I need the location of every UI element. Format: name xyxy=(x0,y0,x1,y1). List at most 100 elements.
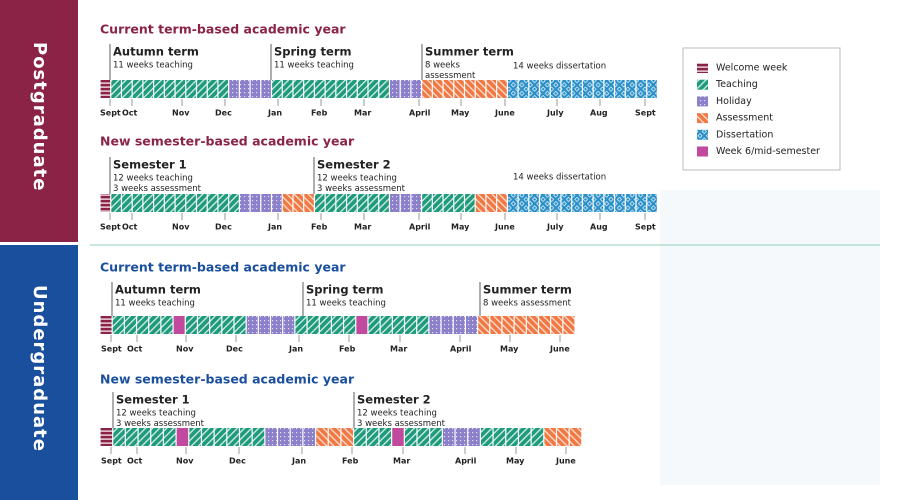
legend-swatch xyxy=(697,129,708,140)
week-block xyxy=(164,428,176,446)
week-block xyxy=(176,428,189,446)
week-block xyxy=(636,80,647,98)
week-block xyxy=(514,316,526,334)
week-block xyxy=(282,194,293,212)
undergraduate-band xyxy=(0,245,78,500)
week-block xyxy=(332,316,343,334)
week-block xyxy=(278,428,290,446)
week-block xyxy=(304,80,314,98)
week-block xyxy=(137,316,149,334)
week-block xyxy=(593,194,604,212)
week-block xyxy=(250,194,261,212)
week-block xyxy=(357,194,368,212)
term-detail: 12 weeks teaching xyxy=(357,409,437,419)
month-label: Mar xyxy=(390,345,407,354)
week-block xyxy=(390,80,400,98)
week-block xyxy=(561,194,572,212)
week-block xyxy=(185,316,197,334)
postgraduate-band xyxy=(0,0,78,242)
week-block xyxy=(529,194,539,212)
month-label: Dec xyxy=(215,223,232,232)
term-detail: 11 weeks teaching xyxy=(113,61,193,71)
legend-swatch xyxy=(697,63,708,73)
week-block xyxy=(417,428,430,446)
term-name: Autumn term xyxy=(113,45,199,59)
week-block xyxy=(240,428,252,446)
week-block xyxy=(441,316,453,334)
week-block xyxy=(325,194,336,212)
week-block xyxy=(111,80,121,98)
section-label: Undergraduate xyxy=(29,285,50,452)
week-block xyxy=(583,80,593,98)
term-detail: 8 weeks xyxy=(425,61,460,71)
week-block xyxy=(563,316,575,334)
week-block xyxy=(100,194,111,212)
month-label: May xyxy=(451,109,470,118)
week-block xyxy=(379,428,392,446)
term-name: Spring term xyxy=(274,45,352,59)
month-label: May xyxy=(451,223,470,232)
week-block xyxy=(392,428,404,446)
week-block xyxy=(197,80,207,98)
week-block xyxy=(497,194,507,212)
week-block xyxy=(295,316,307,334)
month-label: Nov xyxy=(172,109,190,118)
week-block xyxy=(214,428,227,446)
month-label: Oct xyxy=(122,223,138,232)
week-block xyxy=(303,428,315,446)
week-block xyxy=(368,80,379,98)
legend-label: Holiday xyxy=(716,96,752,107)
month-label: Nov xyxy=(176,345,194,354)
month-label: Sept xyxy=(101,345,122,354)
week-block xyxy=(229,80,239,98)
week-block xyxy=(357,80,368,98)
term-detail: 12 weeks teaching xyxy=(317,174,397,184)
term-name: Summer term xyxy=(425,45,514,59)
month-label: Nov xyxy=(172,223,190,232)
week-block xyxy=(539,316,551,334)
month-label: Sept xyxy=(635,223,656,232)
week-block xyxy=(466,316,477,334)
week-block xyxy=(430,428,442,446)
week-block xyxy=(336,80,346,98)
week-block xyxy=(336,194,346,212)
month-label: Feb xyxy=(311,223,328,232)
week-block xyxy=(390,194,400,212)
week-block xyxy=(454,80,464,98)
legend-swatch xyxy=(697,113,708,124)
week-block xyxy=(417,316,429,334)
week-block xyxy=(173,316,185,334)
week-block xyxy=(379,80,389,98)
week-block xyxy=(475,80,486,98)
week-block xyxy=(526,316,538,334)
term-detail: 8 weeks assessment xyxy=(483,299,572,309)
term-name: Summer term xyxy=(483,283,572,297)
month-label: Dec xyxy=(226,345,243,354)
legend-label: Welcome week xyxy=(716,63,788,74)
week-block xyxy=(175,194,186,212)
week-block xyxy=(175,80,186,98)
week-block xyxy=(293,194,304,212)
week-block xyxy=(465,194,475,212)
week-block xyxy=(149,316,161,334)
term-detail: 12 weeks teaching xyxy=(116,409,196,419)
week-block xyxy=(519,428,531,446)
week-block xyxy=(544,428,556,446)
term-note: 14 weeks dissertation xyxy=(513,173,606,183)
week-block xyxy=(207,194,218,212)
week-block xyxy=(465,80,475,98)
month-label: Sept xyxy=(100,223,121,232)
week-block xyxy=(572,80,582,98)
week-block xyxy=(316,428,328,446)
month-label: Feb xyxy=(339,345,356,354)
week-block xyxy=(272,80,282,98)
week-block xyxy=(143,80,153,98)
term-name: Semester 2 xyxy=(317,158,391,172)
month-label: Mar xyxy=(354,223,371,232)
week-block xyxy=(328,428,341,446)
week-block xyxy=(647,80,657,98)
month-label: Mar xyxy=(354,109,371,118)
week-block xyxy=(493,428,506,446)
legend-label: Dissertation xyxy=(716,129,773,140)
